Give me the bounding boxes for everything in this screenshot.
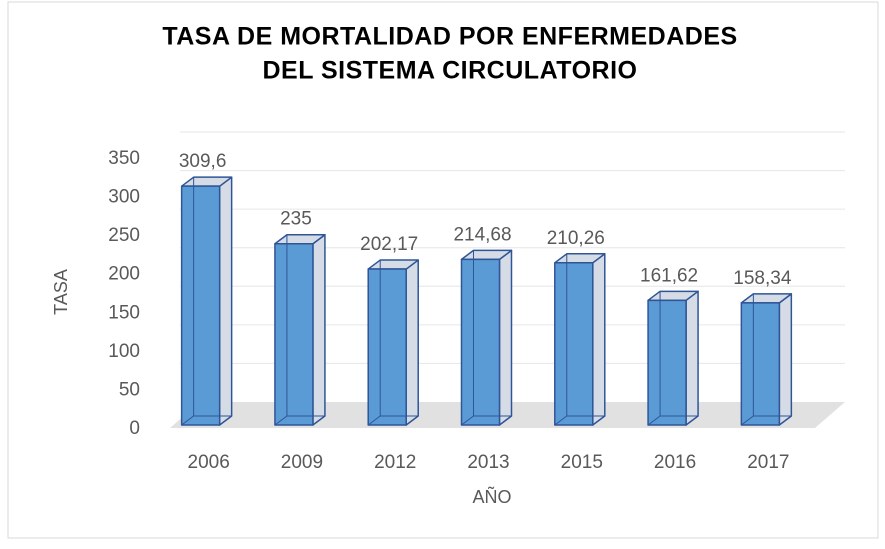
y-tick-label: 250 <box>108 225 140 246</box>
y-tick-label: 300 <box>108 187 140 208</box>
x-tick-label: 2013 <box>467 452 509 473</box>
y-tick-label: 150 <box>108 302 140 323</box>
bar <box>647 290 699 426</box>
x-tick-label: 2012 <box>374 452 416 473</box>
x-tick-label: 2009 <box>281 452 323 473</box>
y-tick-label: 100 <box>108 341 140 362</box>
bar-front <box>274 242 314 426</box>
bar <box>740 293 793 426</box>
chart-title-line: TASA DE MORTALIDAD POR ENFERMEDADES <box>162 23 737 51</box>
data-label: 202,17 <box>360 234 418 255</box>
data-label: 210,26 <box>547 228 605 249</box>
bar-side <box>312 233 326 426</box>
data-label: 158,34 <box>733 268 792 289</box>
data-label: 309,6 <box>179 151 227 172</box>
data-label: 214,68 <box>453 224 511 245</box>
y-tick-label: 50 <box>119 379 140 400</box>
y-tick-label: 0 <box>129 418 140 439</box>
x-tick-label: 2006 <box>188 452 230 473</box>
bar-front <box>460 258 501 426</box>
x-tick-label: 2016 <box>654 452 696 473</box>
data-label: 235 <box>280 209 312 230</box>
x-tick-label: 2015 <box>561 452 603 473</box>
y-tick-label: 350 <box>108 148 140 169</box>
bar <box>460 249 513 426</box>
bar-side <box>685 290 699 426</box>
x-axis-title: AÑO <box>472 486 511 507</box>
bar-side <box>218 176 233 426</box>
bar-front <box>554 262 594 426</box>
bar-side <box>405 259 419 426</box>
chart-border <box>7 1 879 539</box>
y-tick-label: 200 <box>108 264 140 285</box>
data-label: 161,62 <box>640 265 698 286</box>
bar-side <box>498 249 513 426</box>
bar <box>180 176 233 426</box>
bar-side <box>592 253 606 426</box>
bar-side <box>778 293 793 426</box>
bar <box>554 253 606 426</box>
bar <box>274 233 326 426</box>
y-axis-title: TASA <box>51 269 71 315</box>
bar <box>367 259 419 426</box>
bar-front <box>180 185 221 426</box>
bar-front <box>647 299 687 426</box>
bar-front <box>740 302 781 426</box>
x-tick-label: 2017 <box>747 452 789 473</box>
bar-front <box>367 268 407 426</box>
chart-title-line: DEL SISTEMA CIRCULATORIO <box>263 57 638 85</box>
